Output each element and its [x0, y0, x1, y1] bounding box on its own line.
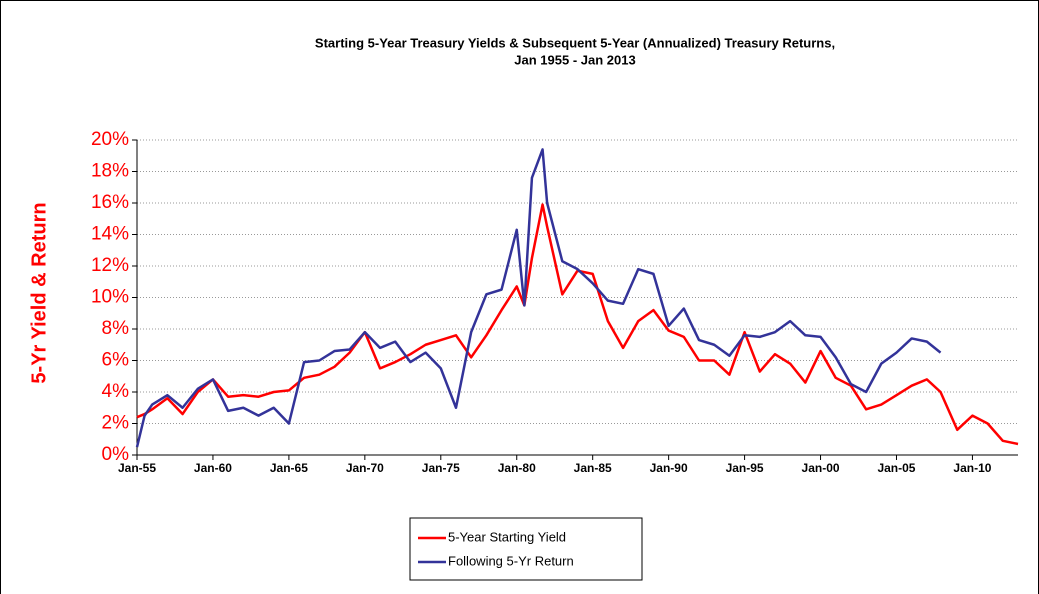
x-tick-label: Jan-65: [270, 461, 308, 475]
y-tick-label: 12%: [91, 255, 129, 276]
y-tick-label: 14%: [91, 224, 129, 245]
y-tick-label: 20%: [91, 129, 129, 150]
y-tick-label: 10%: [91, 287, 129, 308]
legend-label: Following 5-Yr Return: [448, 553, 574, 568]
y-tick-label: 2%: [102, 413, 130, 434]
x-tick-label: Jan-00: [802, 461, 840, 475]
series-line: [135, 148, 942, 448]
x-tick-label: Jan-70: [346, 461, 384, 475]
x-tick-label: Jan-80: [498, 461, 536, 475]
x-tick-label: Jan-95: [726, 461, 764, 475]
legend-label: 5-Year Starting Yield: [448, 529, 566, 544]
series-line: [136, 203, 1019, 446]
chart-title: Starting 5-Year Treasury Yields & Subseq…: [315, 35, 835, 50]
y-tick-label: 8%: [102, 318, 130, 339]
legend: [409, 517, 643, 581]
chart-title: Jan 1955 - Jan 2013: [514, 52, 635, 67]
y-tick-label: 4%: [102, 381, 130, 402]
y-tick-label: 18%: [91, 161, 129, 182]
x-tick-label: Jan-90: [650, 461, 688, 475]
x-tick-label: Jan-05: [877, 461, 915, 475]
y-tick-label: 6%: [102, 350, 130, 371]
x-tick-label: Jan-60: [194, 461, 232, 475]
y-tick-label: 16%: [91, 192, 129, 213]
y-axis-label: 5-Yr Yield & Return: [28, 202, 50, 383]
x-tick-label: Jan-85: [574, 461, 612, 475]
x-tick-label: Jan-75: [422, 461, 460, 475]
x-tick-label: Jan-55: [118, 461, 156, 475]
x-tick-label: Jan-10: [953, 461, 991, 475]
y-tick-label: 0%: [102, 444, 130, 465]
